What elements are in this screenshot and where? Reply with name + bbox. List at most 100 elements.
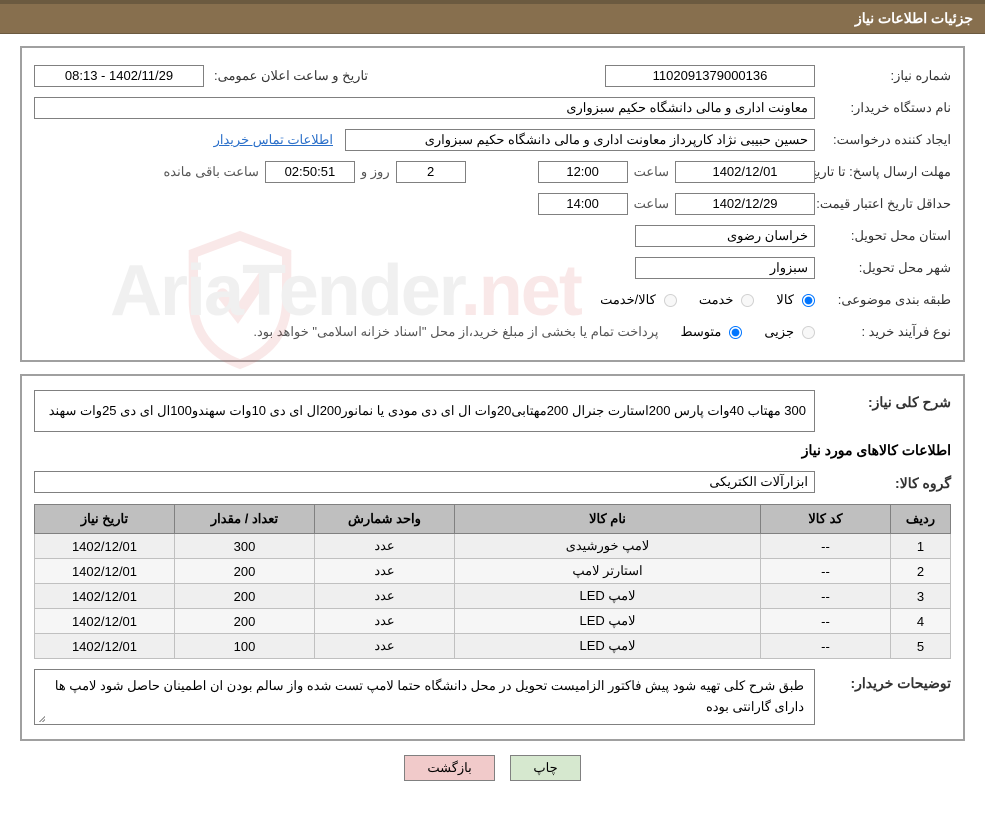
th-code: کد کالا [761,505,891,534]
deadline-date: 1402/12/01 [675,161,815,183]
table-header-row: ردیف کد کالا نام کالا واحد شمارش تعداد /… [35,505,951,534]
process-label: نوع فرآیند خرید : [821,324,951,340]
th-date: تاریخ نیاز [35,505,175,534]
class-label: طبقه بندی موضوعی: [821,292,951,308]
validity-time: 14:00 [538,193,628,215]
cell-n: 4 [891,609,951,634]
th-qty: تعداد / مقدار [175,505,315,534]
city-label: شهر محل تحویل: [821,260,951,276]
items-title: اطلاعات کالاهای مورد نیاز [34,442,951,459]
radio-minor[interactable] [802,326,815,339]
cell-unit: عدد [315,634,455,659]
need-desc-field: 300 مهتاب 40وات پارس 200استارت جنرال 200… [34,390,815,432]
cell-qty: 200 [175,584,315,609]
table-row: 4--لامپ LEDعدد2001402/12/01 [35,609,951,634]
days-and-label: روز و [361,164,390,180]
cell-name: لامپ خورشیدی [455,534,761,559]
deadline-label-text: مهلت ارسال پاسخ: [849,164,951,179]
requester-label: ایجاد کننده درخواست: [821,132,951,148]
cell-name: لامپ LED [455,584,761,609]
process-minor-radio[interactable]: جزیی [764,324,815,340]
cell-n: 2 [891,559,951,584]
hour-label-2: ساعت [634,196,669,212]
cell-name: لامپ LED [455,634,761,659]
need-section: شرح کلی نیاز: 300 مهتاب 40وات پارس 200اس… [20,374,965,741]
radio-both[interactable] [664,294,677,307]
cell-code: -- [761,634,891,659]
class-service-radio[interactable]: خدمت [699,292,755,308]
buyer-notes: طبق شرح کلی تهیه شود پیش فاکتور الزامیست… [34,669,815,725]
print-button[interactable]: چاپ [510,755,580,781]
city-field: سبزوار [635,257,815,279]
cell-qty: 200 [175,559,315,584]
announce-label: تاریخ و ساعت اعلان عمومی: [210,68,368,84]
cell-date: 1402/12/01 [35,534,175,559]
items-table: ردیف کد کالا نام کالا واحد شمارش تعداد /… [34,504,951,659]
table-row: 3--لامپ LEDعدد2001402/12/01 [35,584,951,609]
notes-label: توضیحات خریدار: [821,675,951,692]
cell-name: لامپ LED [455,609,761,634]
radio-service[interactable] [741,294,754,307]
cell-code: -- [761,609,891,634]
class-goods-radio[interactable]: کالا [776,292,815,308]
table-row: 5--لامپ LEDعدد1001402/12/01 [35,634,951,659]
process-medium-radio[interactable]: متوسط [680,324,742,340]
radio-goods[interactable] [802,294,815,307]
cell-unit: عدد [315,584,455,609]
info-section: شماره نیاز: 1102091379000136 تاریخ و ساع… [20,46,965,362]
countdown: 02:50:51 [265,161,355,183]
cell-name: استارتر لامپ [455,559,761,584]
cell-unit: عدد [315,559,455,584]
validity-date: 1402/12/29 [675,193,815,215]
cell-n: 5 [891,634,951,659]
radio-service-label: خدمت [699,292,734,308]
group-label: گروه کالا: [821,475,951,492]
need-no-field: 1102091379000136 [605,65,815,87]
cell-date: 1402/12/01 [35,559,175,584]
process-tail: پرداخت تمام یا بخشی از مبلغ خرید،از محل … [34,324,658,340]
button-row: چاپ بازگشت [0,755,985,781]
page-header: جزئیات اطلاعات نیاز [0,0,985,34]
resize-handle-icon[interactable] [37,712,47,722]
validity-label: حداقل تاریخ اعتبار قیمت: تا تاریخ: [821,196,951,212]
cell-code: -- [761,584,891,609]
radio-minor-label: جزیی [764,324,794,340]
province-field: خراسان رضوی [635,225,815,247]
buyer-notes-text: طبق شرح کلی تهیه شود پیش فاکتور الزامیست… [55,678,804,714]
deadline-label: مهلت ارسال پاسخ: تا تاریخ: [821,164,951,180]
cell-qty: 100 [175,634,315,659]
group-field: ابزارآلات الکتریکی [34,471,815,493]
cell-qty: 200 [175,609,315,634]
radio-both-label: کالا/خدمت [600,292,656,308]
buyer-label: نام دستگاه خریدار: [821,100,951,116]
radio-goods-label: کالا [776,292,794,308]
class-both-radio[interactable]: کالا/خدمت [600,292,677,308]
deadline-time: 12:00 [538,161,628,183]
radio-medium[interactable] [729,326,742,339]
need-no-label: شماره نیاز: [821,68,951,84]
remain-label: ساعت باقی مانده [163,164,258,180]
cell-unit: عدد [315,609,455,634]
buyer-field: معاونت اداری و مالی دانشگاه حکیم سبزواری [34,97,815,119]
th-unit: واحد شمارش [315,505,455,534]
cell-date: 1402/12/01 [35,584,175,609]
table-row: 2--استارتر لامپعدد2001402/12/01 [35,559,951,584]
th-row: ردیف [891,505,951,534]
cell-qty: 300 [175,534,315,559]
cell-date: 1402/12/01 [35,634,175,659]
table-row: 1--لامپ خورشیدیعدد3001402/12/01 [35,534,951,559]
requester-field: حسین حبیبی نژاد کارپرداز معاونت اداری و … [345,129,815,151]
cell-n: 3 [891,584,951,609]
back-button[interactable]: بازگشت [404,755,494,781]
province-label: استان محل تحویل: [821,228,951,244]
page-title: جزئیات اطلاعات نیاز [855,10,973,26]
hour-label-1: ساعت [634,164,669,180]
days-left: 2 [396,161,466,183]
need-desc-label: شرح کلی نیاز: [821,394,951,411]
radio-medium-label: متوسط [680,324,721,340]
cell-date: 1402/12/01 [35,609,175,634]
buyer-contact-link[interactable]: اطلاعات تماس خریدار [208,132,339,148]
validity-label-text: حداقل تاریخ اعتبار قیمت: [816,196,951,211]
cell-code: -- [761,534,891,559]
cell-code: -- [761,559,891,584]
